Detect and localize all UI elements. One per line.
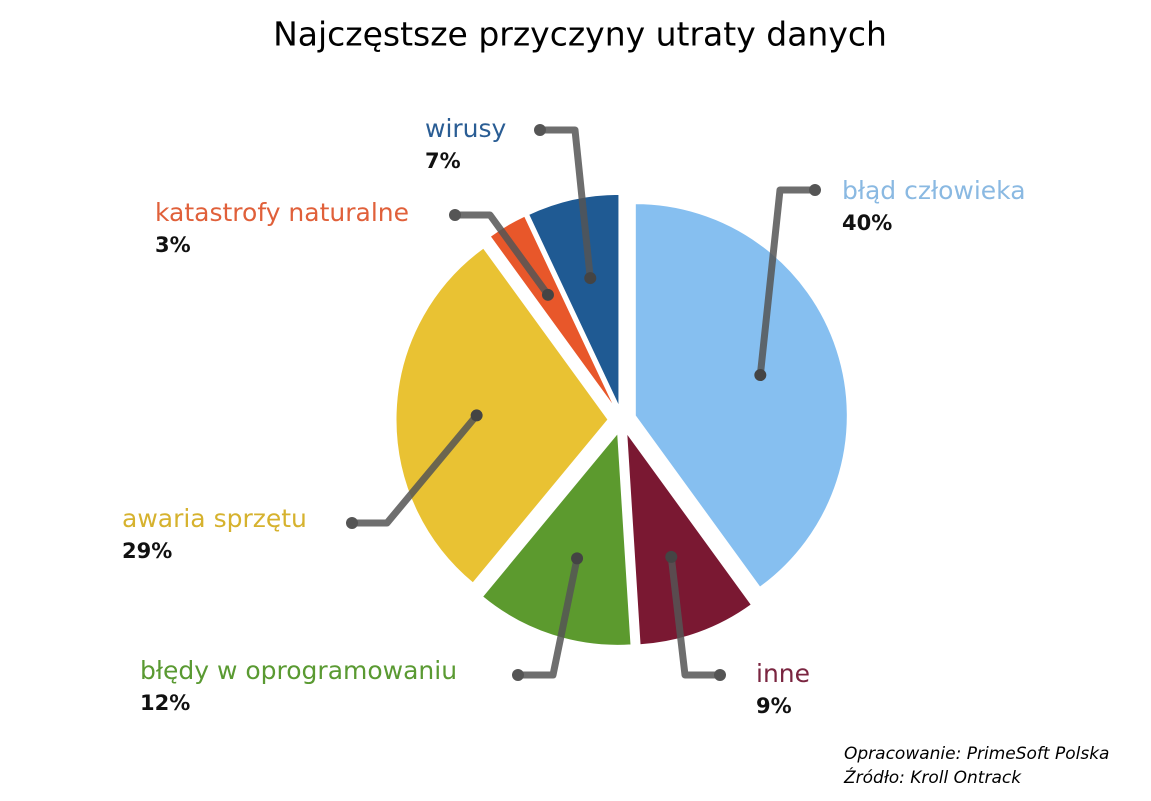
- leader-dot: [346, 517, 358, 529]
- leader-dot: [470, 409, 483, 422]
- leader-line: [518, 557, 581, 679]
- leader-line: [667, 556, 720, 679]
- chart-title: Najczęstsze przyczyny utraty danych: [273, 15, 887, 54]
- leader-line: [455, 211, 551, 297]
- leader-dot: [541, 288, 554, 301]
- leader-line: [540, 126, 594, 279]
- category-label: wirusy: [425, 114, 507, 143]
- leader-line: [756, 186, 815, 376]
- leader-dot: [449, 209, 461, 221]
- leader-dot: [571, 552, 584, 565]
- note: Opracowanie: PrimeSoft Polska: [844, 744, 1109, 764]
- pie-slice: [528, 193, 620, 407]
- leader-dot: [754, 369, 767, 382]
- pie-slice: [626, 431, 753, 646]
- leader-dot: [714, 669, 726, 681]
- leader-dot: [512, 669, 524, 681]
- value-label: 3%: [155, 233, 191, 257]
- category-label: awaria sprzętu: [122, 504, 307, 533]
- category-label: błędy w oprogramowaniu: [140, 656, 457, 685]
- value-label: 12%: [140, 691, 190, 715]
- value-label: 9%: [756, 694, 792, 718]
- category-label: katastrofy naturalne: [155, 198, 409, 227]
- pie-slice: [395, 247, 609, 584]
- value-label: 40%: [842, 211, 892, 235]
- leader-dot: [665, 550, 678, 563]
- category-label: błąd człowieka: [842, 176, 1026, 205]
- pie-slice: [634, 203, 848, 588]
- pie-slice: [481, 432, 632, 646]
- note: Źródło: Kroll Ontrack: [843, 766, 1022, 788]
- leader-line: [352, 413, 480, 527]
- value-label: 7%: [425, 149, 461, 173]
- category-label: inne: [756, 659, 810, 688]
- value-label: 29%: [122, 539, 172, 563]
- leader-dot: [584, 272, 597, 285]
- leader-dot: [534, 124, 546, 136]
- leader-dot: [809, 184, 821, 196]
